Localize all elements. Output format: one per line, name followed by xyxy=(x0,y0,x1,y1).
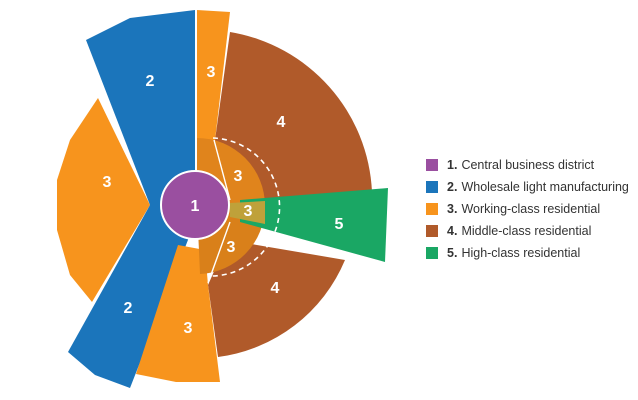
legend-text-manufacturing: 2. Wholesale light manufacturing xyxy=(447,180,629,194)
legend-number: 3. xyxy=(447,202,458,216)
legend-number: 5. xyxy=(447,246,458,260)
working-class-left-sector xyxy=(57,98,150,302)
legend-text-high-class: 5. High-class residential xyxy=(447,246,580,260)
legend-swatch-manufacturing xyxy=(426,181,438,193)
legend-text-working-class: 3. Working-class residential xyxy=(447,202,600,216)
legend-swatch-high-class xyxy=(426,247,438,259)
legend-swatch-working-class xyxy=(426,203,438,215)
working-class-top-sector xyxy=(197,10,230,140)
label-cbd: 1 xyxy=(191,198,200,215)
legend-number: 1. xyxy=(447,158,458,172)
legend-item-high-class: 5. High-class residential xyxy=(426,242,629,264)
legend: 1. Central business district 2. Wholesale … xyxy=(426,154,629,264)
label-working-inner-bottom: 3 xyxy=(227,239,236,256)
middle-class-top-sector xyxy=(215,32,372,200)
label-middle-bottom: 4 xyxy=(271,280,280,297)
high-class-sector xyxy=(240,188,388,262)
label-middle-top: 4 xyxy=(277,114,286,131)
legend-text-middle-class: 4. Middle-class residential xyxy=(447,224,591,238)
label-working-inner-mid: 3 xyxy=(244,203,253,220)
label-working-top: 3 xyxy=(207,64,216,81)
inner-radial-top xyxy=(213,139,231,201)
legend-label: Wholesale light manufacturing xyxy=(461,180,629,194)
legend-swatch-cbd xyxy=(426,159,438,171)
label-working-inner-top: 3 xyxy=(234,168,243,185)
label-manufacturing-top: 2 xyxy=(146,73,155,90)
legend-number: 2. xyxy=(447,180,458,194)
inner-radial-bottom xyxy=(207,221,231,284)
working-class-bottom-sector xyxy=(136,245,220,382)
legend-text-cbd: 1. Central business district xyxy=(447,158,594,172)
legend-item-manufacturing: 2. Wholesale light manufacturing xyxy=(426,176,629,198)
legend-swatch-middle-class xyxy=(426,225,438,237)
sector-model-diagram: 1 2 2 3 3 3 3 3 3 4 4 5 xyxy=(57,10,388,388)
legend-number: 4. xyxy=(447,224,458,238)
middle-class-bottom-sector xyxy=(208,240,345,357)
manufacturing-bottom-sector xyxy=(68,205,195,388)
label-high: 5 xyxy=(335,216,344,233)
legend-item-cbd: 1. Central business district xyxy=(426,154,629,176)
label-working-left: 3 xyxy=(103,174,112,191)
legend-label: High-class residential xyxy=(461,246,581,260)
legend-label: Central business district xyxy=(461,158,595,172)
legend-item-working-class: 3. Working-class residential xyxy=(426,198,629,220)
legend-label: Working-class residential xyxy=(461,202,601,216)
transition-band xyxy=(230,201,265,224)
manufacturing-top-sector xyxy=(86,10,195,205)
label-working-bottom: 3 xyxy=(184,320,193,337)
cbd-circle xyxy=(160,170,230,240)
label-manufacturing-bottom: 2 xyxy=(124,300,133,317)
legend-item-middle-class: 4. Middle-class residential xyxy=(426,220,629,242)
legend-label: Middle-class residential xyxy=(461,224,592,238)
inner-ring-boundary xyxy=(207,137,281,277)
